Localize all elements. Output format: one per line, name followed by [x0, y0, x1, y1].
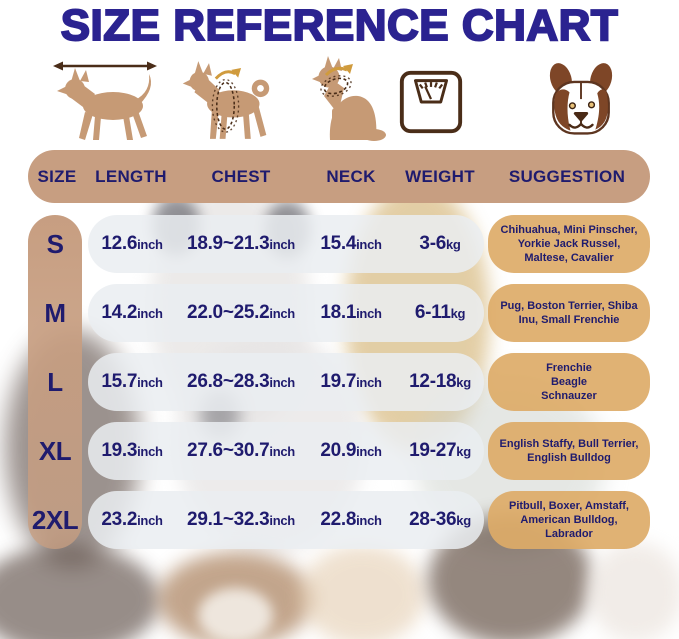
background-beagle-muzzle [198, 588, 273, 639]
measurements-bar: 15.7inch 26.8~28.3inch 19.7inch 12-18kg [88, 353, 484, 411]
background-photo-white-dog-right [588, 542, 679, 639]
length-value: 15.7inch [101, 371, 163, 392]
suggestion-bubble: Chihuahua, Mini Pinscher, Yorkie Jack Ru… [488, 215, 650, 273]
neck-value: 20.9inch [320, 440, 382, 461]
measurements-bar: 14.2inch 22.0~25.2inch 18.1inch 6-11kg [88, 284, 484, 342]
header-suggestion: SUGGESTION [508, 166, 626, 186]
background-photo-dark-dog-left [0, 545, 160, 639]
neck-value: 19.7inch [320, 371, 382, 392]
header-weight: WEIGHT [405, 166, 475, 186]
chest-value: 26.8~28.3inch [187, 371, 295, 392]
chest-value: 18.9~21.3inch [187, 233, 295, 254]
suggestion-bubble: Pug, Boston Terrier, Shiba Inu, Small Fr… [488, 284, 650, 342]
weight-value: 6-11kg [414, 302, 466, 323]
weight-scale-icon [399, 70, 463, 134]
size-column-rail [28, 215, 82, 549]
measurements-bar: 23.2inch 29.1~32.3inch 22.8inch 28-36kg [88, 491, 484, 549]
dog-length-measure-icon [53, 61, 157, 140]
weight-value: 19-27kg [409, 440, 471, 461]
dog-neck-girth-icon [312, 56, 386, 141]
length-value: 19.3inch [101, 440, 163, 461]
header-length: LENGTH [95, 166, 167, 186]
table-row-size-2xl: 2XL 23.2inch 29.1~32.3inch 22.8inch 28-3… [28, 491, 650, 549]
weight-value: 12-18kg [409, 371, 471, 392]
header-size: SIZE [37, 166, 77, 186]
table-row-size-m: M 14.2inch 22.0~25.2inch 18.1inch 6-11kg… [28, 284, 650, 342]
header-neck: NECK [326, 166, 376, 186]
size-label: L [47, 366, 63, 397]
chest-value: 22.0~25.2inch [187, 302, 295, 323]
measurements-bar: 12.6inch 18.9~21.3inch 15.4inch 3-6kg [88, 215, 484, 273]
length-value: 12.6inch [101, 233, 163, 254]
measurements-bar: 19.3inch 27.6~30.7inch 20.9inch 19-27kg [88, 422, 484, 480]
neck-value: 18.1inch [320, 302, 382, 323]
page-title: SIZE REFERENCE CHART [60, 0, 619, 51]
table-row-size-s: S 12.6inch 18.9~21.3inch 15.4inch 3-6kg … [28, 215, 650, 273]
suggestion-bubble: English Staffy, Bull Terrier, English Bu… [488, 422, 650, 480]
background-dog-legs [300, 545, 425, 639]
suggestion-bubble: Frenchie Beagle Schnauzer [488, 353, 650, 411]
header-chest: CHEST [211, 166, 271, 186]
chest-value: 27.6~30.7inch [187, 440, 295, 461]
table-header-row: SIZE LENGTH CHEST NECK WEIGHT SUGGESTION [28, 150, 650, 203]
neck-value: 22.8inch [320, 509, 382, 530]
dog-chest-girth-icon [182, 61, 270, 139]
size-label: S [46, 228, 64, 259]
table-row-size-xl: XL 19.3inch 27.6~30.7inch 20.9inch 19-27… [28, 422, 650, 480]
size-label: XL [38, 435, 72, 466]
size-label: 2XL [31, 504, 79, 535]
weight-value: 28-36kg [409, 509, 471, 530]
size-label: M [44, 297, 66, 328]
suggestion-bubble: Pitbull, Boxer, Amstaff, American Bulldo… [488, 491, 650, 549]
neck-value: 15.4inch [320, 233, 382, 254]
length-value: 23.2inch [101, 509, 163, 530]
table-row-size-l: L 15.7inch 26.8~28.3inch 19.7inch 12-18k… [28, 353, 650, 411]
length-value: 14.2inch [101, 302, 163, 323]
weight-value: 3-6kg [419, 233, 461, 254]
chest-value: 29.1~32.3inch [187, 509, 295, 530]
dog-face-icon [549, 63, 613, 135]
